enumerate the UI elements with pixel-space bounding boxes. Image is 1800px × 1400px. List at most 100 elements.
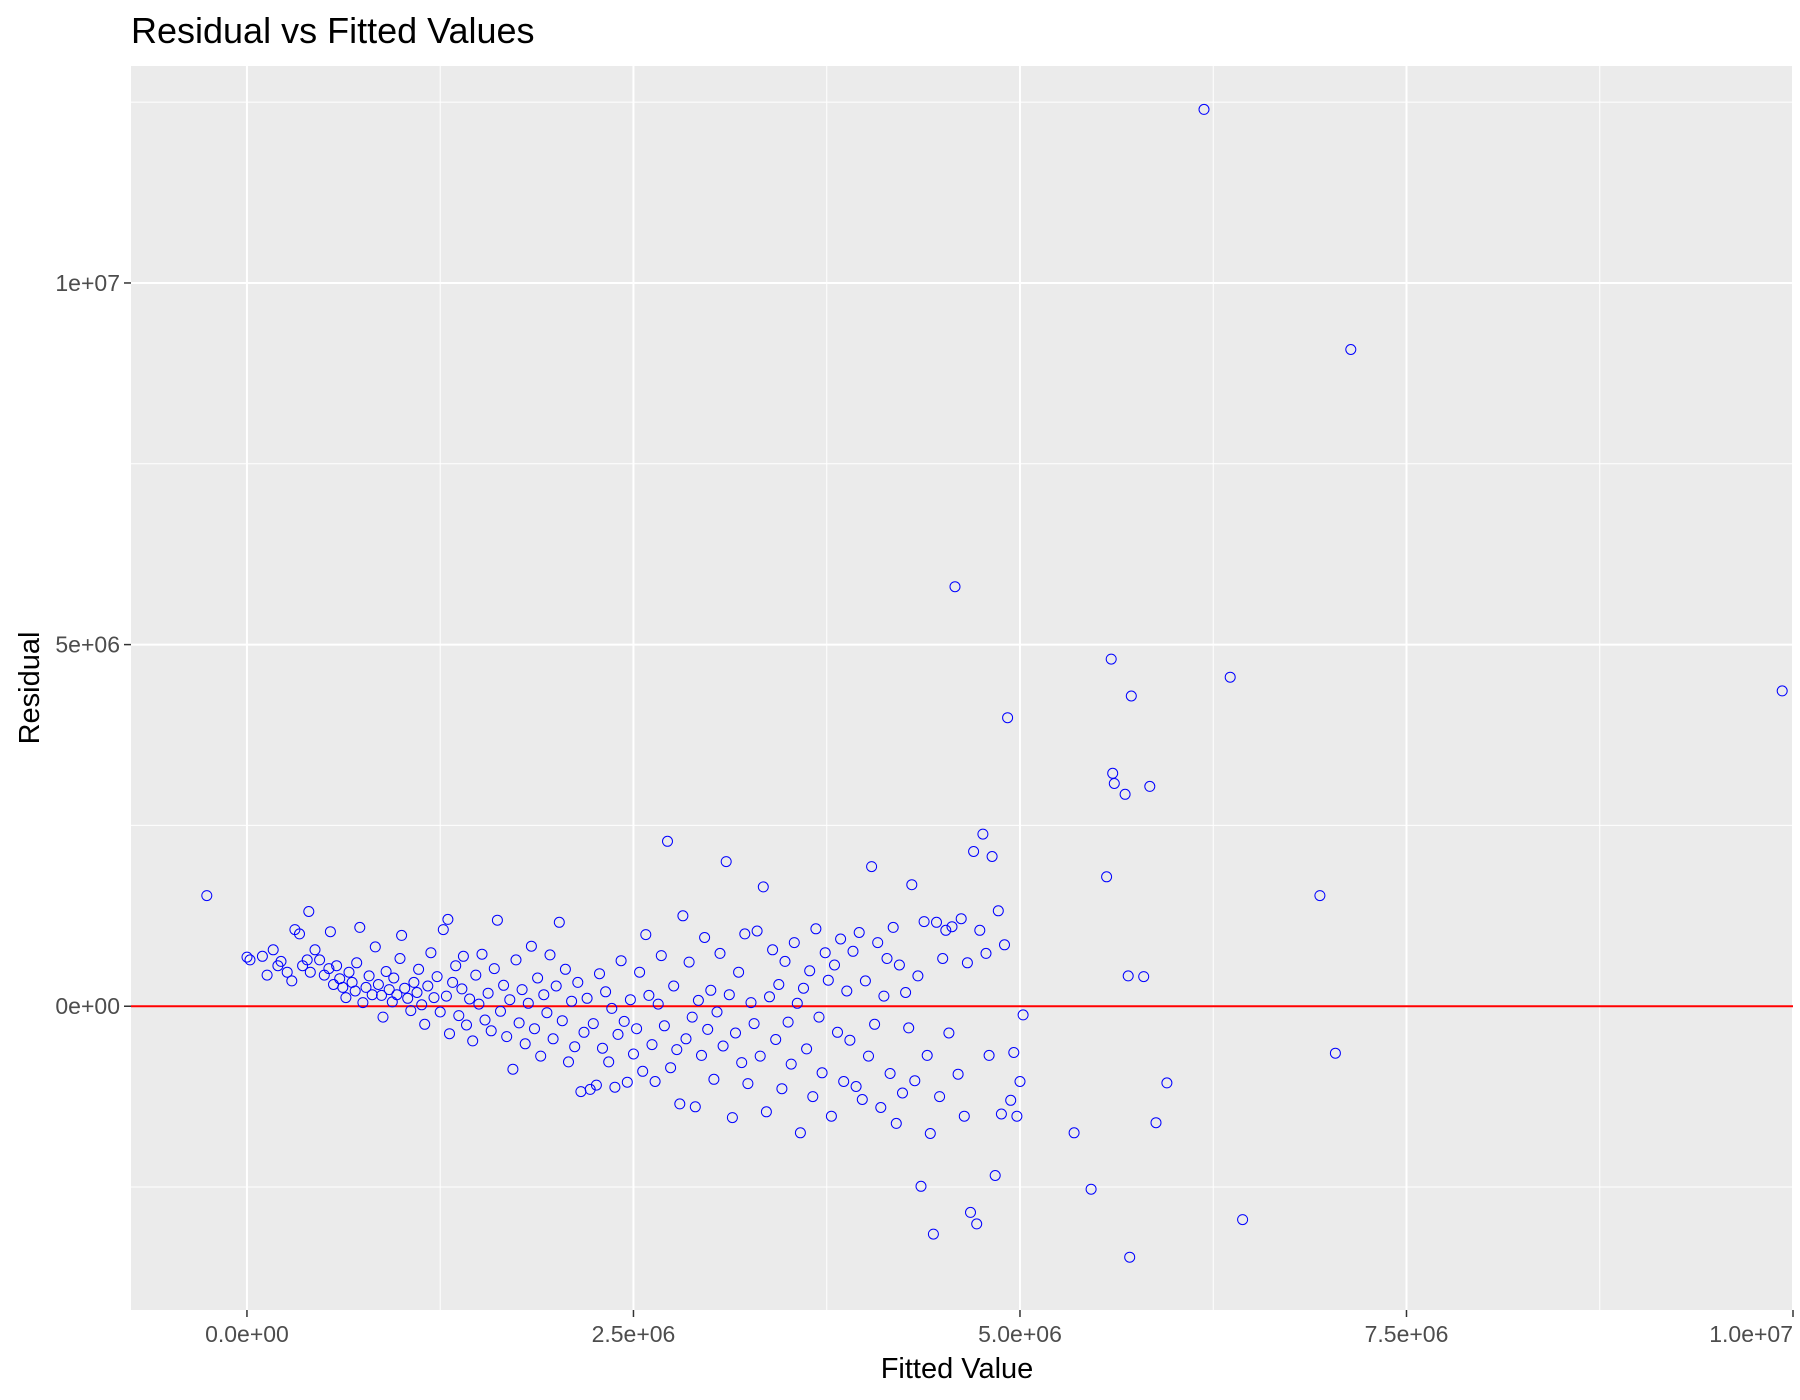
data-point <box>677 910 689 922</box>
data-point <box>980 947 992 959</box>
data-point <box>696 1049 707 1061</box>
data-point <box>309 944 321 956</box>
data-point <box>989 1170 1001 1181</box>
data-point <box>671 1044 683 1056</box>
x-tick-label: 0.0e+00 <box>205 1321 289 1347</box>
data-point <box>946 921 958 933</box>
data-point <box>491 914 503 926</box>
data-point <box>464 993 476 1005</box>
data-point <box>624 994 636 1006</box>
data-point <box>618 1015 630 1027</box>
data-point <box>884 1068 896 1079</box>
data-point <box>631 1023 643 1035</box>
data-point <box>408 976 420 988</box>
data-point <box>968 846 980 857</box>
data-point <box>686 1011 698 1023</box>
data-point <box>331 960 343 972</box>
data-point <box>256 950 268 962</box>
data-point <box>612 1028 624 1040</box>
data-point <box>819 947 831 959</box>
data-point <box>482 987 494 999</box>
data-point <box>767 944 779 956</box>
data-point <box>369 941 381 953</box>
data-point <box>872 937 884 949</box>
data-point <box>1237 1214 1249 1226</box>
data-point <box>934 1091 946 1103</box>
data-point <box>550 980 562 992</box>
data-point <box>810 923 822 935</box>
data-point <box>419 1018 431 1030</box>
plot-panel <box>131 66 1793 1310</box>
data-point <box>829 959 840 971</box>
data-points <box>201 103 1788 1263</box>
data-point <box>692 994 704 1006</box>
data-point <box>357 997 369 1009</box>
data-point <box>501 1031 513 1043</box>
data-point <box>1345 344 1357 355</box>
data-point <box>714 947 726 959</box>
data-point <box>754 1050 766 1062</box>
data-point <box>958 1110 970 1122</box>
data-point <box>363 970 375 982</box>
data-point <box>1105 653 1117 665</box>
x-tick-label: 5.0e+06 <box>978 1321 1062 1347</box>
data-point <box>856 1094 868 1105</box>
x-tick-label: 2.5e+06 <box>592 1321 676 1347</box>
data-point <box>461 1019 472 1031</box>
data-point <box>396 929 408 941</box>
data-point <box>440 990 452 1002</box>
x-tick-label: 1.0e+07 <box>1709 1321 1793 1347</box>
data-point <box>556 1015 568 1027</box>
data-point <box>739 928 751 940</box>
x-axis-label: Fitted Value <box>881 1353 1034 1385</box>
data-point <box>377 1011 389 1023</box>
data-point <box>450 960 462 972</box>
data-point <box>314 954 326 966</box>
data-point <box>1150 1117 1162 1129</box>
data-point <box>655 950 667 962</box>
data-point <box>323 963 335 975</box>
data-point <box>294 928 305 940</box>
data-point <box>658 1020 670 1032</box>
data-point <box>286 975 298 987</box>
data-point <box>1011 1110 1023 1122</box>
data-point <box>470 969 482 981</box>
data-point <box>467 1035 479 1047</box>
data-point <box>498 979 510 991</box>
data-point <box>516 984 528 996</box>
data-point <box>983 1049 995 1061</box>
data-point <box>447 976 459 988</box>
data-point <box>893 959 905 971</box>
data-point <box>637 1065 649 1077</box>
data-point <box>267 944 279 956</box>
data-point <box>822 974 834 986</box>
data-point <box>519 1038 531 1050</box>
data-point <box>890 1117 902 1129</box>
data-point <box>977 828 989 840</box>
data-point <box>850 1081 862 1092</box>
data-point <box>838 1076 850 1087</box>
data-point <box>689 1101 701 1113</box>
data-point <box>391 989 403 1001</box>
data-point <box>402 992 414 1004</box>
data-point <box>640 929 652 941</box>
data-point <box>760 1106 772 1118</box>
data-point <box>485 1025 497 1037</box>
data-point <box>705 984 717 996</box>
data-point <box>1014 1076 1026 1087</box>
data-point <box>337 981 349 993</box>
data-point <box>1138 971 1150 983</box>
data-point <box>241 951 253 963</box>
data-point <box>791 997 803 1009</box>
data-point <box>201 890 213 902</box>
data-point <box>559 963 571 975</box>
data-point <box>863 1050 874 1062</box>
data-point <box>782 1016 794 1028</box>
data-point <box>1005 1094 1017 1106</box>
data-point <box>869 1018 881 1030</box>
data-point <box>597 1042 608 1054</box>
data-point <box>900 987 912 998</box>
data-point <box>801 1043 813 1055</box>
data-point <box>992 905 1004 917</box>
